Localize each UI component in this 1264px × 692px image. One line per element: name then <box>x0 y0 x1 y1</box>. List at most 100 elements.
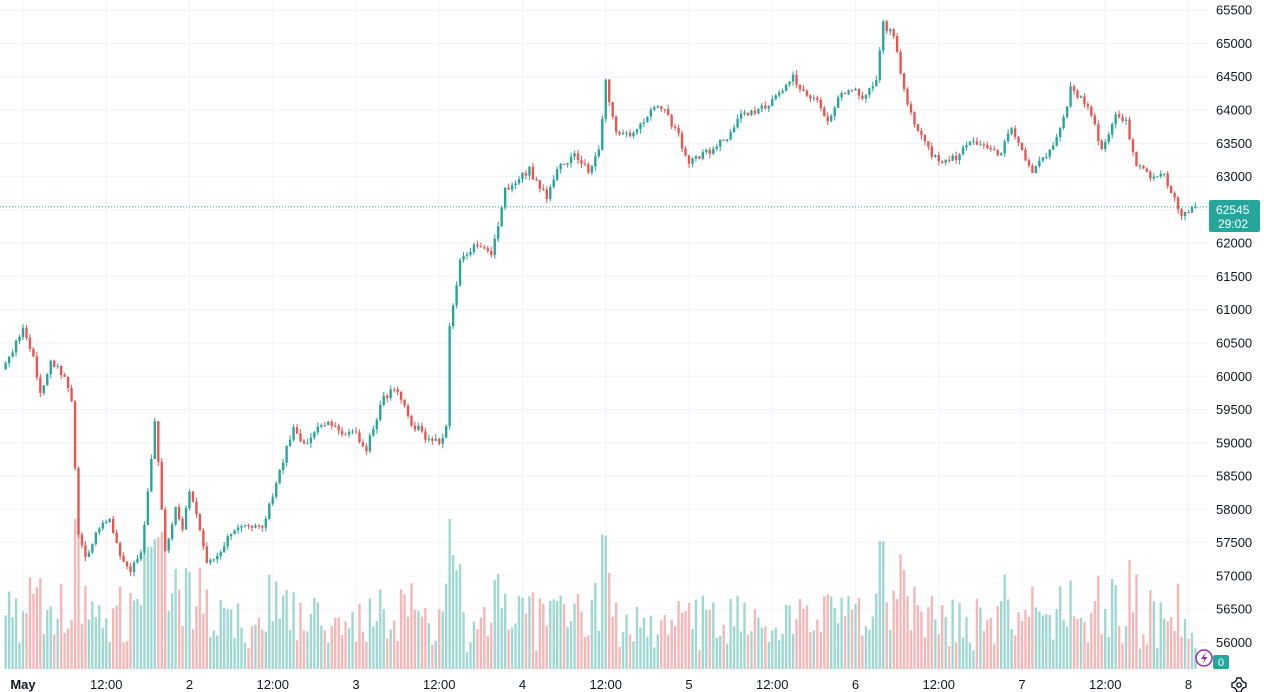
candle[interactable] <box>719 139 722 152</box>
candle[interactable] <box>986 141 989 150</box>
candle[interactable] <box>94 531 98 546</box>
candle[interactable] <box>434 434 437 442</box>
candle[interactable] <box>406 403 410 419</box>
candle[interactable] <box>667 104 670 116</box>
candle[interactable] <box>275 481 278 500</box>
candle[interactable] <box>892 27 895 40</box>
candle[interactable] <box>882 19 885 55</box>
candle[interactable] <box>850 89 854 93</box>
candle[interactable] <box>46 372 49 386</box>
candle[interactable] <box>223 542 226 553</box>
candle[interactable] <box>864 94 868 103</box>
candle[interactable] <box>177 503 181 521</box>
candle[interactable] <box>1128 116 1131 140</box>
candle[interactable] <box>392 387 396 393</box>
candle[interactable] <box>1169 185 1173 194</box>
candle[interactable] <box>701 149 705 161</box>
candle[interactable] <box>112 515 115 535</box>
candle[interactable] <box>420 422 424 434</box>
candle[interactable] <box>732 124 736 133</box>
candle[interactable] <box>687 154 691 169</box>
candle[interactable] <box>715 143 718 152</box>
candle[interactable] <box>243 524 247 528</box>
candle[interactable] <box>830 114 833 123</box>
candle[interactable] <box>580 155 583 168</box>
candle[interactable] <box>451 303 455 330</box>
candle[interactable] <box>583 159 587 167</box>
candle[interactable] <box>725 138 729 143</box>
candle[interactable] <box>493 234 496 259</box>
candle[interactable] <box>760 103 764 113</box>
candle[interactable] <box>556 166 559 182</box>
candle[interactable] <box>375 417 378 434</box>
candle[interactable] <box>646 116 649 123</box>
candle[interactable] <box>524 170 528 180</box>
candle[interactable] <box>1024 147 1027 162</box>
candle[interactable] <box>639 122 642 134</box>
candle[interactable] <box>87 549 91 558</box>
candle[interactable] <box>594 152 597 171</box>
candle[interactable] <box>417 422 420 431</box>
candle[interactable] <box>635 128 639 136</box>
candle[interactable] <box>545 186 548 204</box>
candle[interactable] <box>396 386 399 396</box>
candle[interactable] <box>739 110 743 124</box>
candle[interactable] <box>458 257 462 288</box>
candle[interactable] <box>295 423 299 434</box>
candle[interactable] <box>958 153 961 165</box>
candle[interactable] <box>1163 173 1166 177</box>
candle[interactable] <box>157 420 160 467</box>
candle[interactable] <box>1062 114 1065 130</box>
candle[interactable] <box>191 490 195 503</box>
candle[interactable] <box>14 339 18 357</box>
candle[interactable] <box>105 519 108 524</box>
candle[interactable] <box>1020 142 1024 151</box>
candle[interactable] <box>264 515 267 532</box>
candle[interactable] <box>798 84 802 93</box>
candle[interactable] <box>490 246 493 258</box>
candle[interactable] <box>1013 125 1017 140</box>
candle[interactable] <box>708 147 711 159</box>
candle[interactable] <box>902 72 906 92</box>
candle[interactable] <box>833 105 836 121</box>
candle[interactable] <box>823 105 826 117</box>
candle[interactable] <box>386 393 389 403</box>
candle[interactable] <box>1010 126 1013 136</box>
candle[interactable] <box>53 359 56 368</box>
candle[interactable] <box>538 180 542 193</box>
candle[interactable] <box>219 549 222 560</box>
candle[interactable] <box>885 19 888 35</box>
candle[interactable] <box>573 150 576 160</box>
candle[interactable] <box>1111 122 1114 139</box>
candle[interactable] <box>240 524 243 532</box>
candle[interactable] <box>32 347 35 358</box>
candle[interactable] <box>1076 89 1079 99</box>
candle[interactable] <box>559 163 562 174</box>
candle[interactable] <box>601 115 604 151</box>
candle[interactable] <box>431 436 434 446</box>
candle[interactable] <box>181 516 184 532</box>
candle[interactable] <box>698 156 701 160</box>
candle[interactable] <box>767 105 770 113</box>
candle[interactable] <box>167 538 170 554</box>
candle[interactable] <box>438 437 441 446</box>
candle[interactable] <box>632 130 635 139</box>
candle[interactable] <box>614 115 618 136</box>
candle[interactable] <box>778 89 781 99</box>
candle[interactable] <box>517 175 521 185</box>
candle[interactable] <box>1097 119 1100 146</box>
candle[interactable] <box>361 439 365 448</box>
candle[interactable] <box>18 334 21 344</box>
candle[interactable] <box>608 78 611 107</box>
candle[interactable] <box>424 427 427 444</box>
candle[interactable] <box>302 439 306 445</box>
candle[interactable] <box>1124 116 1128 125</box>
candle[interactable] <box>288 435 292 448</box>
candle[interactable] <box>691 157 694 168</box>
candle[interactable] <box>805 88 809 98</box>
candle[interactable] <box>1003 139 1006 157</box>
candle[interactable] <box>250 525 254 532</box>
candle[interactable] <box>63 372 66 377</box>
candle[interactable] <box>1100 139 1103 151</box>
candle[interactable] <box>757 108 760 115</box>
